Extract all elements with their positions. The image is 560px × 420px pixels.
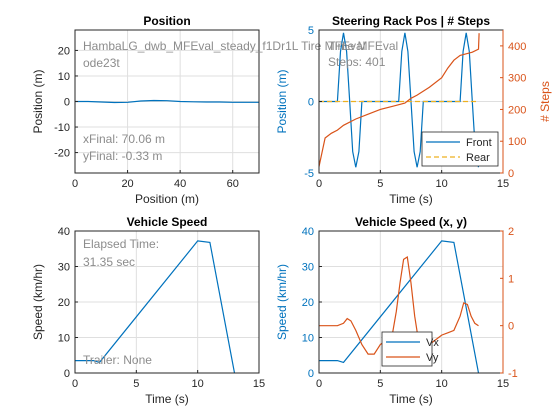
y-tick-label: 10 [302, 333, 314, 345]
legend-box [381, 331, 433, 367]
annotation-solver: ode23t [83, 56, 120, 70]
y-tick-label: 10 [58, 333, 70, 345]
y-right-tick-label: 0 [508, 321, 514, 333]
x-tick-label: 0 [316, 178, 322, 190]
y-right-tick-label: 200 [508, 104, 526, 116]
series-line-0 [75, 99, 259, 104]
panel-title: Vehicle Speed [127, 215, 208, 229]
x-axis-title: Time (s) [145, 392, 189, 406]
y-tick-label: 0 [308, 368, 314, 380]
x-axis-title: Position (m) [135, 192, 199, 206]
y-tick-label: -10 [54, 122, 70, 134]
y-right-tick-label: 300 [508, 73, 526, 85]
panel-title: Steering Rack Pos | # Steps [332, 14, 490, 28]
x-tick-label: 5 [377, 178, 383, 190]
y-right-axis-title: # Steps [538, 81, 552, 122]
annotation-trailer: Trailer: None [83, 353, 152, 367]
x-tick-label: 0 [316, 378, 322, 390]
series-line-vy [319, 255, 479, 355]
legend-label-rear: Rear [466, 152, 490, 164]
x-tick-label: 5 [377, 378, 383, 390]
y-tick-label: 30 [58, 262, 70, 274]
y-axis-title: Position (m) [275, 69, 289, 133]
x-tick-label: 40 [174, 178, 186, 190]
x-tick-label: 5 [133, 378, 139, 390]
y-tick-label: 20 [58, 45, 70, 57]
legend-label-vx: Vx [426, 337, 439, 349]
y-tick-label: 0 [308, 97, 314, 109]
series-line-vx [319, 240, 480, 373]
panel-2: 0 5 10 15 0 10 20 30 40 Vehicle Speed Time (s) Spee… [31, 215, 265, 406]
panel-0: 0 20 40 60 -20 -10 0 10 20 Position Position (m) Po… [31, 14, 365, 206]
y-right-tick-label: 100 [508, 136, 526, 148]
y-right-tick-label: 400 [508, 41, 526, 53]
annotation-model-name: HambaLG_dwb_MFEval_steady_f1Dr1L Tire MF… [83, 39, 365, 53]
x-tick-label: 10 [192, 378, 204, 390]
legend-steering: Front Rear [421, 131, 499, 167]
x-tick-label: 0 [72, 178, 78, 190]
y-tick-label: 5 [308, 25, 314, 37]
x-axis-title: Time (s) [389, 192, 433, 206]
x-axis-title: Time (s) [389, 392, 433, 406]
y-axis-title: Position (m) [31, 69, 45, 133]
y-tick-label: 20 [302, 297, 314, 309]
annotation-xfinal: xFinal: 70.06 m [83, 132, 165, 146]
x-tick-label: 15 [497, 378, 509, 390]
y-tick-label: -5 [304, 168, 314, 180]
x-tick-label: 10 [436, 178, 448, 190]
x-tick-label: 20 [121, 178, 133, 190]
x-tick-label: 15 [253, 378, 265, 390]
annotation-steps: Steps: 401 [328, 55, 386, 69]
x-tick-label: 60 [227, 178, 239, 190]
series-group [75, 99, 259, 104]
annotation-elapsed-value: 31.35 sec [83, 255, 135, 269]
x-tick-label: 0 [72, 378, 78, 390]
y-right-tick-label: 2 [508, 226, 514, 238]
y-tick-label: 40 [302, 226, 314, 238]
annotation-tire-model: Time MFEval [328, 39, 398, 53]
y-axis-title: Speed (km/hr) [275, 264, 289, 340]
y-right-tick-label: 1 [508, 273, 514, 285]
y-tick-label: 40 [58, 226, 70, 238]
y-tick-label: 20 [58, 297, 70, 309]
y-tick-label: 0 [64, 97, 70, 109]
panel-title: Position [143, 14, 190, 28]
x-tick-label: 10 [436, 378, 448, 390]
annotation-elapsed-label: Elapsed Time: [83, 237, 159, 251]
x-tick-label: 15 [497, 178, 509, 190]
legend-speed-xy: Vx Vy [381, 331, 439, 367]
y-right-tick-label: -1 [508, 368, 518, 380]
panel-3: 0 5 10 15 0 10 20 30 40 -1 0 1 2 Vehicle Speed (x, y)… [275, 215, 518, 406]
series-group [319, 240, 480, 373]
legend-label-front: Front [466, 137, 492, 149]
y-tick-label: 30 [302, 262, 314, 274]
panel-title: Vehicle Speed (x, y) [355, 215, 467, 229]
legend-box [421, 131, 499, 167]
annotation-yfinal: yFinal: -0.33 m [83, 149, 162, 163]
y-tick-label: 10 [58, 71, 70, 83]
y-axis-title: Speed (km/hr) [31, 264, 45, 340]
series-group [319, 32, 480, 168]
series-line-0 [75, 240, 236, 373]
y-right-tick-label: 0 [508, 168, 514, 180]
series-line-front [319, 32, 480, 168]
series-line-2 [319, 33, 480, 167]
series-group [75, 240, 236, 373]
legend-label-vy: Vy [426, 352, 439, 364]
y-tick-label: 0 [64, 368, 70, 380]
y-tick-label: -20 [54, 148, 70, 160]
